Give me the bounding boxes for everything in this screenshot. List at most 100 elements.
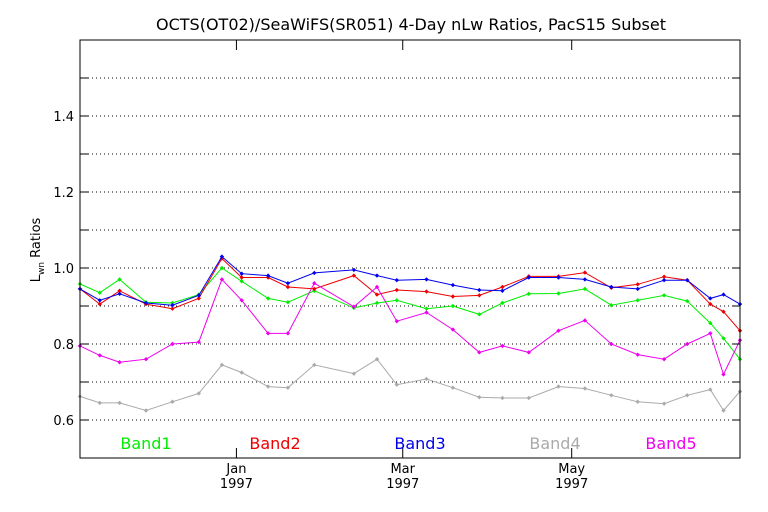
point-band3 [556,275,561,280]
point-band4 [374,357,380,362]
point-band5 [721,372,726,377]
point-band5 [170,341,175,347]
point-band5 [500,343,505,349]
point-band2 [477,293,482,298]
legend: Band1 Band2 Band3 Band4 Band5 [120,434,696,453]
point-band3 [239,271,244,276]
point-band1 [394,298,399,303]
point-band5 [582,318,588,323]
chart-title: OCTS(OT02)/SeaWiFS(SR051) 4-Day nLw Rati… [156,15,666,34]
point-band5 [196,339,201,345]
y-axis-label-main: L [29,274,44,282]
point-band1 [582,286,588,292]
x-tick-label: 1997 [220,477,253,492]
point-band3 [685,277,690,283]
point-band5 [609,341,614,347]
legend-label-band5: Band5 [645,434,696,453]
point-band2 [374,292,380,297]
point-band5 [143,357,149,362]
point-band5 [526,350,531,355]
point-band4 [265,384,271,389]
point-band5 [635,352,640,357]
point-band4 [661,401,667,406]
point-band5 [424,310,429,315]
series-line-band4 [79,358,741,412]
y-tick-label: 0.6 [53,414,74,429]
series-line-band3 [79,255,741,306]
point-band2 [708,301,713,307]
y-axis: 0.6 0.8 1.0 1.2 1.4 [53,77,740,429]
point-band1 [500,300,505,306]
point-band3 [609,284,614,290]
point-band2 [239,275,244,280]
y-axis-label: Lwn Ratios [29,217,47,282]
point-band2 [582,270,588,275]
point-band4 [450,385,456,390]
point-band5 [97,353,102,358]
point-band2 [97,301,102,307]
point-band5 [477,350,482,355]
gridlines [80,77,740,421]
point-band5 [219,277,225,282]
point-band1 [239,279,244,284]
point-band1 [526,291,531,297]
point-band4 [170,399,175,404]
point-band3 [219,254,225,259]
legend-label-band2: Band2 [249,434,300,453]
legend-label-band1: Band1 [120,434,171,453]
point-band3 [97,298,102,303]
point-band5 [351,304,357,309]
x-tick-label: May [558,462,585,477]
point-band4 [609,393,614,398]
point-band4 [424,376,429,382]
point-band3 [394,277,399,283]
legend-label-band3: Band3 [394,434,445,453]
point-band2 [450,294,456,299]
y-tick-label: 1.2 [53,186,74,201]
point-band2 [117,288,122,293]
point-band4 [721,408,726,413]
point-band3 [424,277,429,282]
point-band5 [312,281,317,286]
point-band1 [609,303,614,308]
point-band3 [117,291,122,297]
point-band3 [500,288,505,293]
point-band2 [661,274,667,279]
point-band4 [635,399,640,404]
point-band2 [170,306,175,311]
series-layer [77,254,743,413]
point-band4 [708,387,713,392]
point-band4 [143,408,149,413]
point-band3 [721,292,726,297]
point-band4 [556,384,561,389]
point-band5 [374,284,380,290]
point-band3 [635,286,640,292]
point-band2 [500,284,505,290]
point-band1 [635,298,640,303]
point-band3 [374,273,380,278]
x-tick-label: 1997 [555,477,588,492]
point-band5 [265,331,271,336]
point-band1 [685,298,690,304]
point-band4 [582,386,588,391]
x-tick-label: Mar [390,462,415,477]
point-band4 [685,393,690,398]
y-axis-label-rest: Ratios [29,217,44,262]
y-tick-label: 0.8 [53,338,74,353]
point-band1 [450,303,456,309]
x-tick-label: 1997 [386,477,419,492]
point-band4 [219,362,225,368]
point-band4 [196,391,201,396]
point-band1 [708,320,713,326]
series-line-band1 [79,267,741,360]
point-band3 [526,275,531,280]
point-band5 [285,331,291,336]
point-band3 [265,273,271,278]
point-band1 [97,290,102,295]
series-line-band5 [79,278,741,376]
point-band5 [239,298,244,303]
point-band4 [500,395,505,401]
point-band3 [582,277,588,282]
